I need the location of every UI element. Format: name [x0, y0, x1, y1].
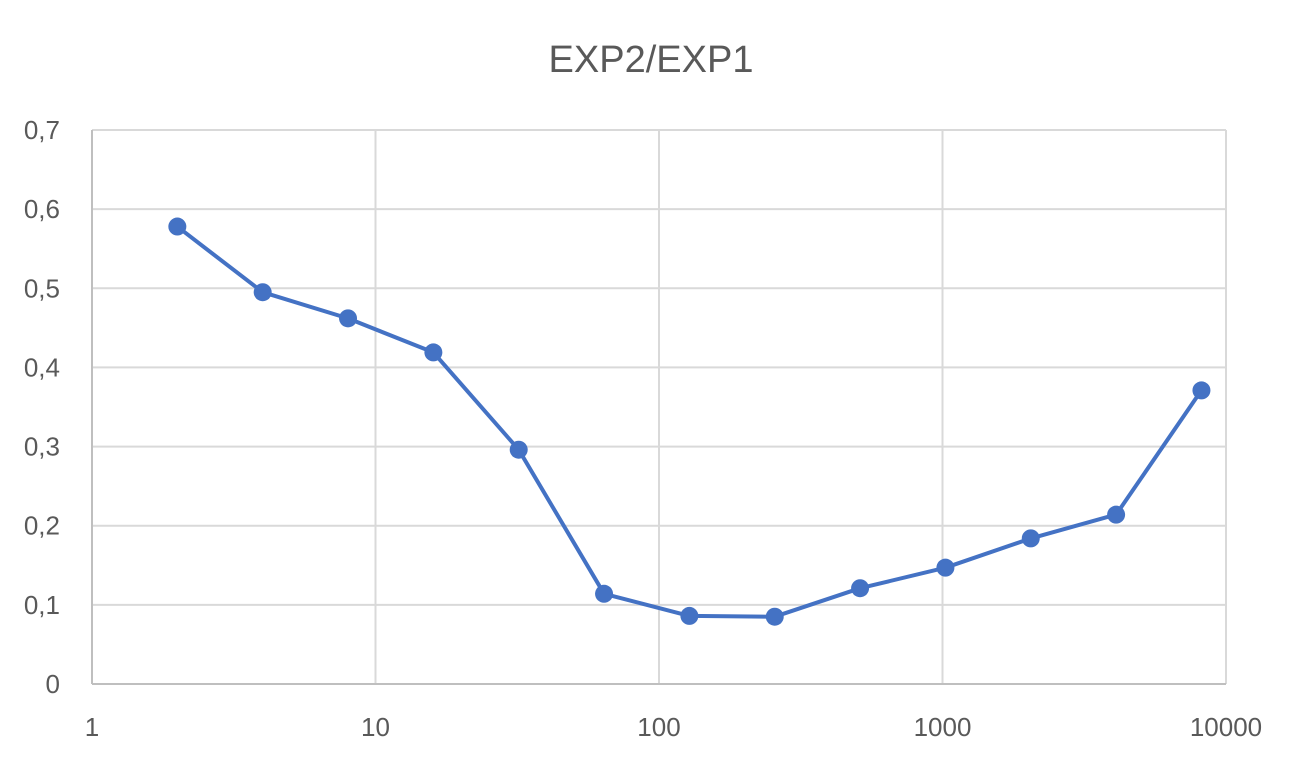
y-tick-labels: 0 0,1 0,2 0,3 0,4 0,5 0,6 0,7	[24, 115, 60, 699]
data-point	[851, 579, 870, 598]
data-point	[1021, 529, 1040, 548]
data-point	[339, 309, 358, 328]
x-tick-label: 10	[361, 712, 390, 742]
y-tick-label: 0,2	[24, 511, 60, 541]
y-tick-label: 0,7	[24, 115, 60, 145]
y-tick-label: 0,3	[24, 432, 60, 462]
data-point	[424, 343, 443, 362]
data-point	[1192, 381, 1211, 400]
x-tick-labels: 1 10 100 1000 10000	[85, 712, 1262, 742]
x-tick-label: 100	[637, 712, 680, 742]
x-tick-label: 1000	[914, 712, 972, 742]
y-tick-label: 0,4	[24, 352, 60, 382]
data-point	[168, 217, 187, 236]
chart-title: EXP2/EXP1	[549, 39, 754, 81]
y-tick-label: 0,5	[24, 273, 60, 303]
axes	[91, 130, 1226, 685]
data-point	[1107, 505, 1126, 524]
data-point	[765, 607, 784, 626]
y-tick-label: 0,6	[24, 194, 60, 224]
data-point	[253, 283, 272, 302]
series-line	[175, 224, 1204, 619]
data-point	[509, 440, 528, 459]
y-tick-label: 0,1	[24, 590, 60, 620]
x-tick-label: 10000	[1190, 712, 1262, 742]
y-tick-label: 0	[46, 669, 60, 699]
data-point	[936, 558, 955, 577]
data-point	[680, 606, 699, 625]
x-tick-label: 1	[85, 712, 99, 742]
data-point	[595, 584, 614, 603]
series-layer	[168, 217, 1211, 626]
grid	[92, 129, 1227, 684]
